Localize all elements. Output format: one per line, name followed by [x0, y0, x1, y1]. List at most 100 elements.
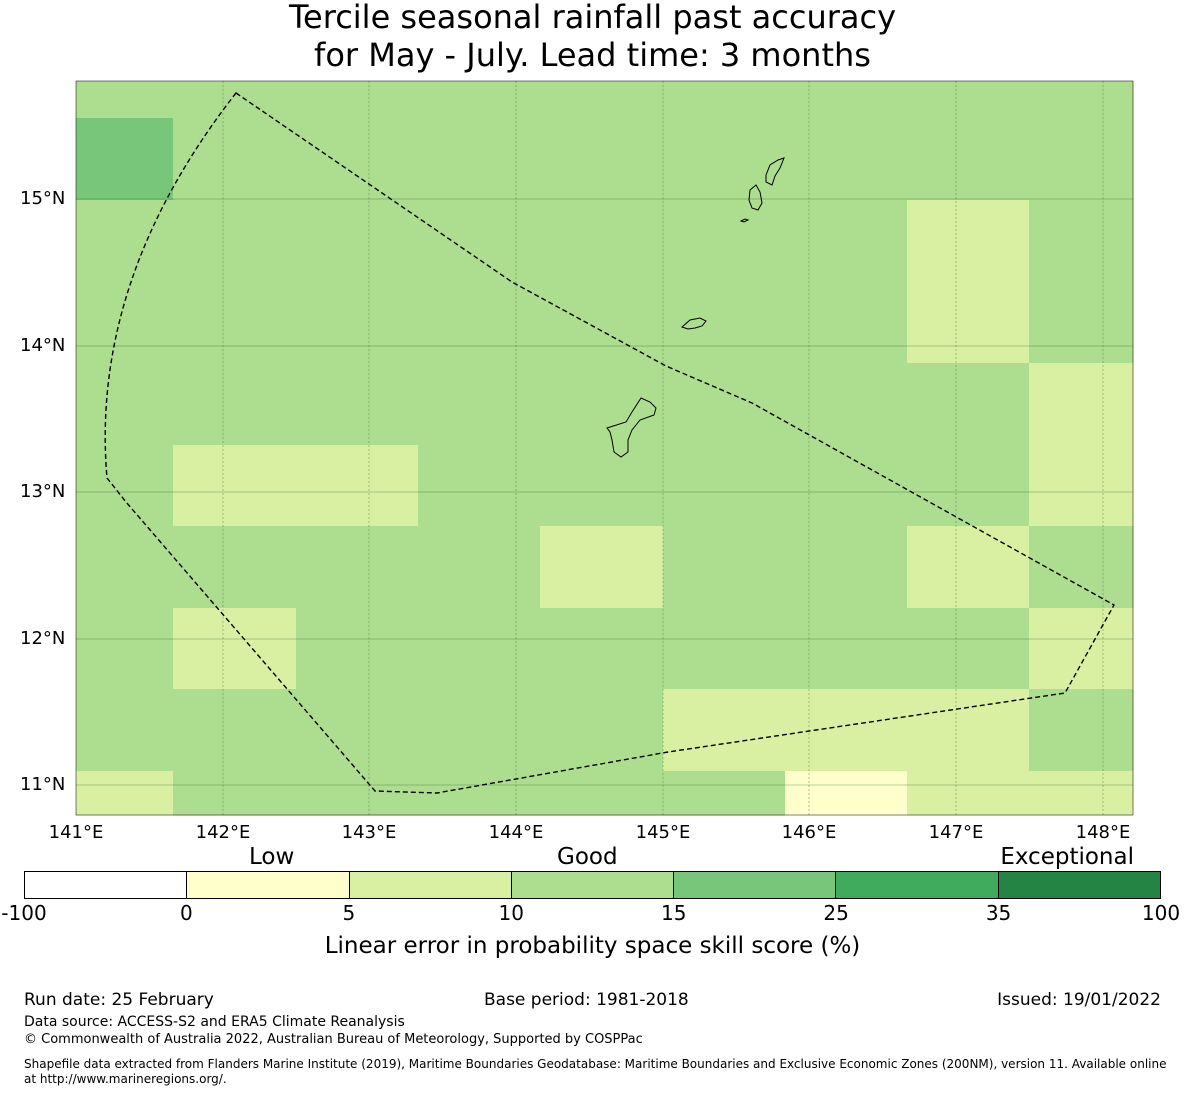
colorbar-segment: [349, 872, 512, 898]
grid-cell: [1029, 689, 1134, 772]
grid-cell: [296, 771, 419, 816]
island-guam: [606, 397, 657, 458]
longitude-label: 145°E: [635, 822, 691, 843]
grid-cell: [173, 282, 297, 364]
map-frame: [75, 80, 1134, 816]
grid-cell: [296, 526, 419, 609]
grid-cell: [76, 526, 174, 609]
grid-cell: [76, 200, 174, 283]
grid-cell: [663, 608, 786, 690]
island-rota: [681, 317, 707, 330]
latitude-label: 11°N: [20, 774, 66, 795]
grid-cell: [663, 526, 786, 609]
grid-cell: [785, 689, 908, 772]
grid-cell: [663, 771, 786, 816]
grid-cell: [540, 445, 664, 527]
grid-cell: [173, 81, 297, 119]
skill-grid: [76, 81, 1134, 816]
data-source: Data source: ACCESS-S2 and ERA5 Climate …: [24, 1014, 405, 1030]
grid-cell: [296, 81, 419, 119]
grid-cell: [1029, 200, 1134, 283]
grid-cell: [296, 118, 419, 201]
island-saipan: [765, 157, 785, 186]
longitude-label: 148°E: [1075, 822, 1131, 843]
eez-boundary: [104, 92, 1115, 794]
grid-cell: [76, 282, 174, 364]
grid-cell: [418, 526, 541, 609]
grid-cell: [1029, 526, 1134, 609]
grid-cell: [1029, 608, 1134, 690]
grid-cell: [540, 81, 664, 119]
grid-cell: [296, 445, 419, 527]
grid-cell: [418, 118, 541, 201]
grid-cell: [173, 608, 297, 690]
grid-cell: [663, 118, 786, 201]
grid-cell: [663, 445, 786, 527]
grid-cell: [296, 689, 419, 772]
colorbar-tick-label: 0: [180, 901, 193, 925]
island-aguijan: [739, 218, 750, 223]
grid-cell: [663, 81, 786, 119]
grid-cell: [173, 689, 297, 772]
grid-cell: [76, 363, 174, 446]
latitude-label: 12°N: [20, 628, 66, 649]
grid-cell: [1029, 363, 1134, 446]
grid-cell: [173, 526, 297, 609]
colorbar-segment: [998, 872, 1160, 898]
grid-cell: [663, 200, 786, 283]
colorbar-tick-label: 15: [660, 901, 687, 925]
colorbar-segment: [187, 872, 350, 898]
grid-cell: [1029, 118, 1134, 201]
grid-cell: [1029, 282, 1134, 364]
grid-cell: [785, 118, 908, 201]
colorbar-label: Linear error in probability space skill …: [324, 933, 861, 959]
grid-cell: [418, 363, 541, 446]
grid-cell: [76, 118, 174, 201]
grid-cell: [907, 81, 1030, 119]
colorbar-tick-label: 100: [1141, 901, 1181, 925]
grid-cell: [1029, 81, 1134, 119]
legend-category-exceptional: Exceptional: [1000, 844, 1134, 870]
skill-score-map: [75, 80, 1134, 816]
grid-cell: [1029, 771, 1134, 816]
grid-cell: [418, 282, 541, 364]
colorbar-tick-label: 10: [498, 901, 525, 925]
grid-cell: [540, 118, 664, 201]
latitude-label: 15°N: [20, 188, 66, 209]
grid-cell: [663, 282, 786, 364]
grid-cell: [296, 608, 419, 690]
grid-cell: [907, 200, 1030, 283]
grid-cell: [540, 282, 664, 364]
grid-cell: [907, 363, 1030, 446]
grid-cell: [76, 689, 174, 772]
base-period: Base period: 1981-2018: [484, 990, 689, 1010]
grid-cell: [296, 200, 419, 283]
grid-cell: [907, 445, 1030, 527]
grid-cell: [418, 608, 541, 690]
map-title-line-2: for May - July. Lead time: 3 months: [314, 36, 871, 74]
grid-cell: [418, 689, 541, 772]
grid-cell: [76, 445, 174, 527]
grid-cell: [76, 771, 174, 816]
run-date: Run date: 25 February: [24, 990, 214, 1010]
longitude-label: 142°E: [195, 822, 251, 843]
grid-cell: [540, 526, 664, 609]
grid-cell: [785, 200, 908, 283]
grid-cell: [418, 81, 541, 119]
grid-cell: [540, 771, 664, 816]
grid-cell: [173, 200, 297, 283]
grid-cell: [785, 608, 908, 690]
grid-cell: [296, 363, 419, 446]
map-title-line-1: Tercile seasonal rainfall past accuracy: [288, 0, 897, 36]
grid-cell: [785, 771, 908, 816]
grid-cell: [663, 689, 786, 772]
colorbar-segment: [511, 872, 675, 898]
grid-cell: [907, 608, 1030, 690]
island-outlines: [606, 157, 785, 458]
grid-cell: [907, 771, 1030, 816]
colorbar-segment: [674, 872, 837, 898]
grid-cell: [173, 363, 297, 446]
legend-category-good: Good: [557, 844, 618, 870]
colorbar-tick-label: -100: [1, 901, 47, 925]
grid-cell: [540, 363, 664, 446]
